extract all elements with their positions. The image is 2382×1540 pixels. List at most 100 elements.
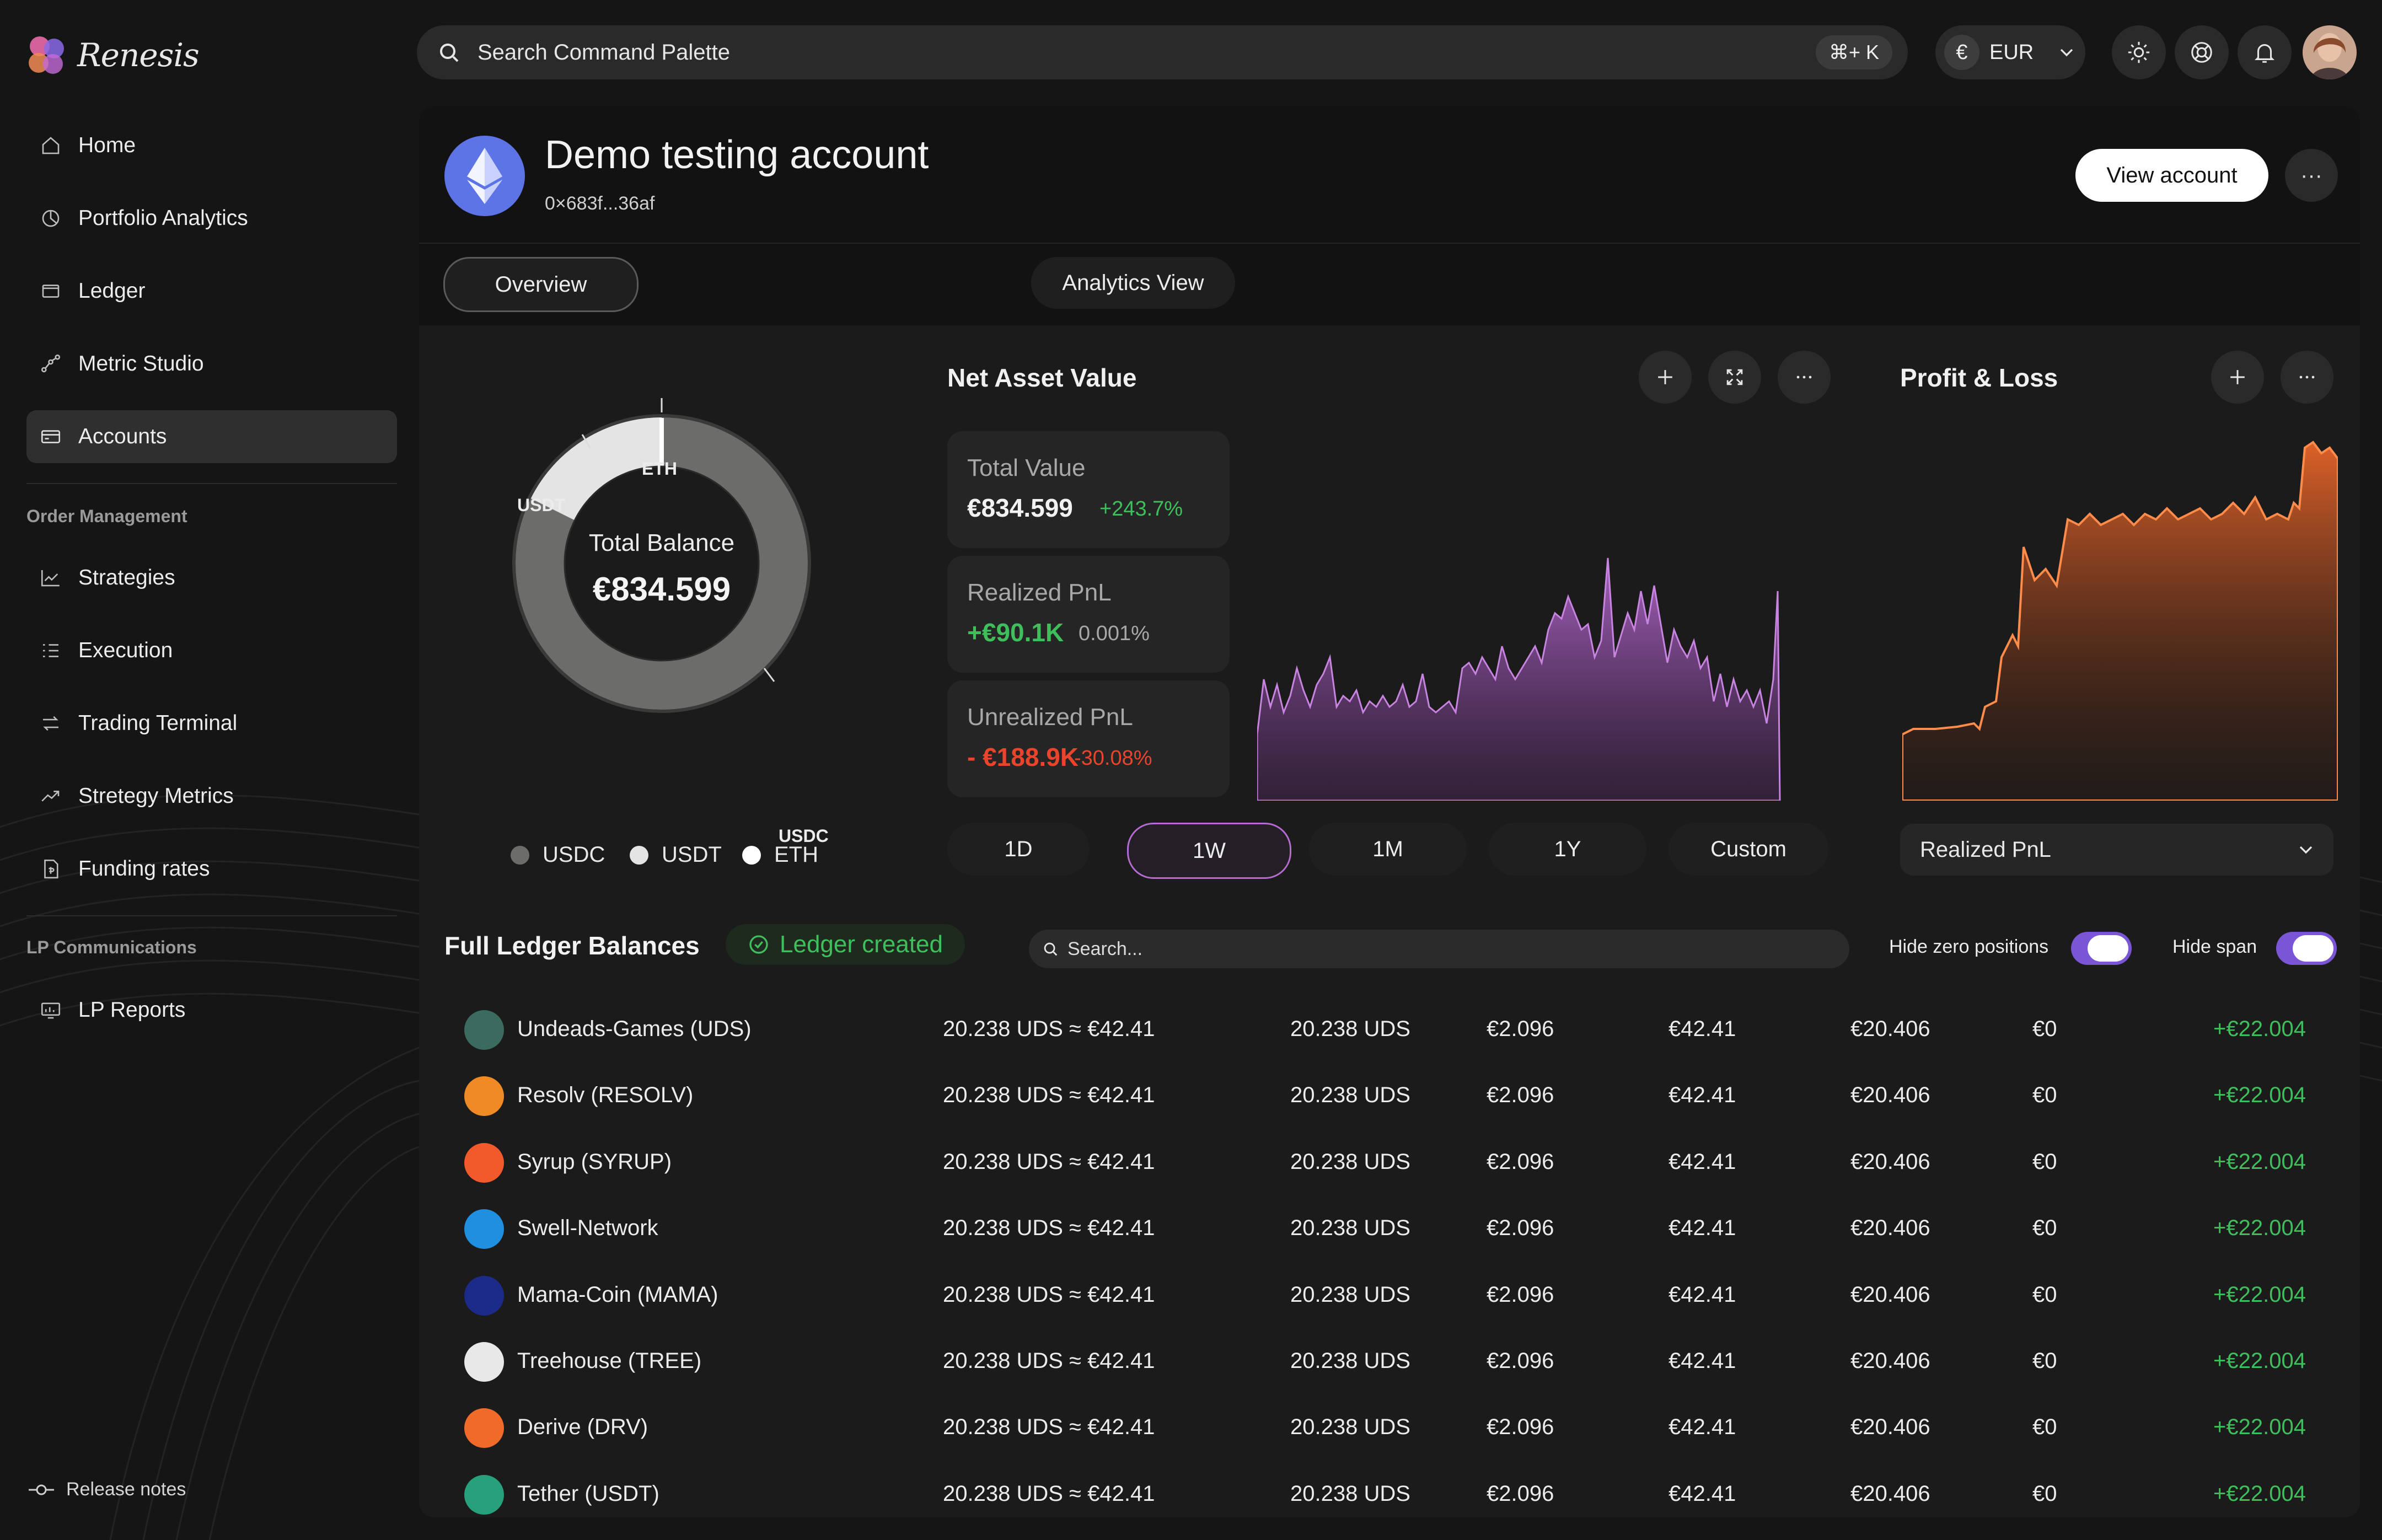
renesis-logo-icon [29,36,64,74]
add-widget-button[interactable] [1639,351,1692,404]
document-dollar-icon [37,856,64,882]
table-row[interactable]: Swell-Network 20.238 UDS ≈ €42.41 20.238 U… [444,1195,2341,1261]
cell-c3: €2.096 [1487,1017,1554,1041]
ethereum-icon [444,136,525,216]
sidebar-item-funding-rates[interactable]: Funding rates [26,843,397,895]
notifications-button[interactable] [2238,25,2292,79]
stat-label: Realized PnL [967,579,1112,606]
sidebar-item-ledger[interactable]: Ledger [26,265,397,318]
table-row[interactable]: Derive (DRV) 20.238 UDS ≈ €42.41 20.238 UD… [444,1394,2341,1460]
cell-c1: 20.238 UDS ≈ €42.41 [943,1282,1155,1307]
asset-name: Syrup (SYRUP) [517,1149,672,1174]
sidebar-divider [26,483,397,484]
legend-dot [742,845,761,865]
ledger-search[interactable] [1029,930,1849,968]
sidebar-item-label: Metric Studio [78,352,204,375]
sidebar-item-strategy-metrics[interactable]: Stretegy Metrics [26,770,397,823]
sidebar-divider [26,915,397,916]
timeframe-custom[interactable]: Custom [1669,823,1828,876]
account-title: Demo testing account [545,133,929,177]
donut-center-value: €834.599 [592,571,731,608]
timeframe-1w[interactable]: 1W [1127,823,1291,879]
plus-icon [1658,370,1672,384]
search-icon [1044,942,1058,956]
sidebar-item-accounts[interactable]: Accounts [26,410,397,463]
sidebar-item-execution[interactable]: Execution [26,624,397,677]
asset-name: Swell-Network [517,1216,658,1241]
hide-span-toggle[interactable] [2276,932,2337,965]
commit-icon [29,1484,54,1495]
command-palette-search[interactable]: Search Command Palette ⌘+ K [417,25,1908,79]
pnl-type-select[interactable]: Realized PnL [1900,824,2333,876]
coin-icon [464,1142,504,1183]
sidebar-item-strategies[interactable]: Strategies [26,551,397,604]
cell-c5: €20.406 [1850,1282,1930,1307]
sidebar-item-portfolio-analytics[interactable]: Portfolio Analytics [26,192,397,245]
nav-more-button[interactable] [1778,351,1831,404]
card-icon [37,423,64,450]
account-header: Demo testing account 0×683f...36af View … [419,106,2360,243]
tab-overview[interactable]: Overview [443,257,639,312]
trend-up-icon [37,783,64,809]
ledger-search-input[interactable] [1066,937,1785,961]
cell-c6: €0 [2032,1149,2057,1174]
sidebar-item-label: Portfolio Analytics [78,206,248,230]
coin-icon [464,1076,504,1117]
sidebar-item-metric-studio[interactable]: Metric Studio [26,337,397,390]
euro-icon: € [1944,35,1979,70]
more-options-button[interactable]: ··· [2285,149,2338,202]
account-address[interactable]: 0×683f...36af [545,193,655,214]
stat-value: - €188.9K [967,743,1079,771]
sidebar-item-trading-terminal[interactable]: Trading Terminal [26,697,397,750]
pnl-more-button[interactable] [2281,351,2333,404]
hide-zero-positions-toggle[interactable] [2071,932,2132,965]
release-notes-link[interactable]: Release notes [28,1479,186,1500]
stat-label: Total Value [967,454,1086,481]
cell-c3: €2.096 [1487,1481,1554,1506]
swap-icon [37,710,64,737]
hide-span-label: Hide span [2172,936,2257,957]
cell-c1: 20.238 UDS ≈ €42.41 [943,1415,1155,1440]
stat-change: +243.7% [1099,497,1183,521]
timeframe-1y[interactable]: 1Y [1489,823,1646,876]
section-title-lp-communications: LP Communications [26,937,197,957]
pnl-add-button[interactable] [2211,351,2264,404]
expand-chart-button[interactable] [1708,351,1761,404]
tab-analytics-view[interactable]: Analytics View [1031,257,1235,309]
plus-icon [2230,370,2245,384]
view-account-button[interactable]: View account [2075,149,2268,202]
sidebar-item-lp-reports[interactable]: LP Reports [26,984,397,1037]
currency-selector[interactable]: € EUR [1935,25,2085,79]
currency-label: EUR [1989,40,2034,64]
app-logo[interactable]: Renesis [24,28,200,83]
asset-name: Undeads-Games (UDS) [517,1017,752,1041]
home-icon [37,132,64,159]
pnl-select-value: Realized PnL [1920,837,2051,862]
cell-c4: €42.41 [1669,1216,1736,1241]
cell-c2: 20.238 UDS [1290,1149,1410,1174]
cell-c4: €42.41 [1669,1415,1736,1440]
asset-name: Resolv (RESOLV) [517,1083,694,1108]
user-avatar[interactable] [2303,25,2357,79]
legend-usdc: USDC [511,843,605,867]
table-row[interactable]: Treehouse (TREE) 20.238 UDS ≈ €42.41 20.23… [444,1328,2341,1394]
table-row[interactable]: Undeads-Games (UDS) 20.238 UDS ≈ €42.41 20… [444,996,2341,1062]
timeframe-1d[interactable]: 1D [947,823,1090,876]
cell-c5: €20.406 [1850,1083,1930,1108]
table-row[interactable]: Syrup (SYRUP) 20.238 UDS ≈ €42.41 20.238 U… [444,1129,2341,1195]
table-row[interactable]: Mama-Coin (MAMA) 20.238 UDS ≈ €42.41 20.23… [444,1262,2341,1328]
toggle-knob [2293,935,2333,962]
cell-c3: €2.096 [1487,1216,1554,1241]
table-row[interactable]: Tether (USDT) 20.238 UDS ≈ €42.41 20.238 U… [444,1461,2341,1517]
check-circle-icon [749,935,768,954]
toggle-knob [2088,935,2128,962]
sidebar-item-label: Execution [78,638,173,662]
tabs-bar: Overview [419,243,2360,325]
cell-c1: 20.238 UDS ≈ €42.41 [943,1083,1155,1108]
legend-label: ETH [774,843,818,867]
timeframe-1m[interactable]: 1M [1309,823,1467,876]
sidebar-item-home[interactable]: Home [26,119,397,172]
theme-toggle-button[interactable] [2112,25,2166,79]
support-button[interactable] [2175,25,2229,79]
table-row[interactable]: Resolv (RESOLV) 20.238 UDS ≈ €42.41 20.238… [444,1062,2341,1128]
